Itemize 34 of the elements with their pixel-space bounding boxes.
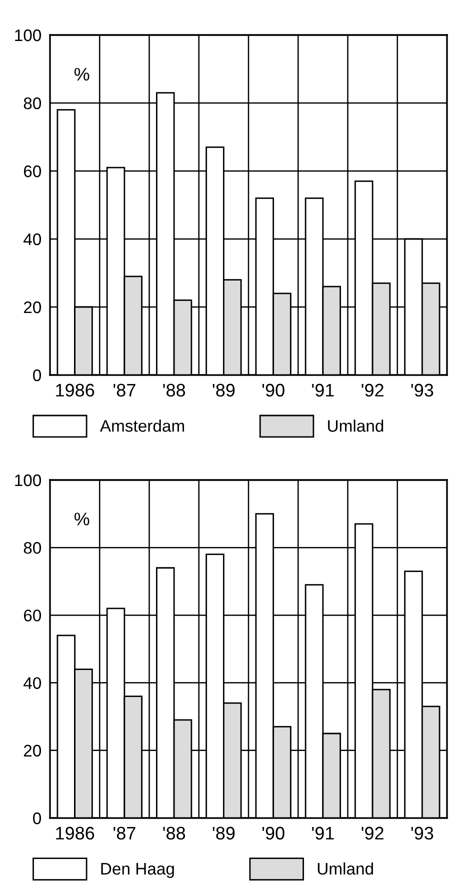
- y-tick-label: 0: [33, 369, 42, 382]
- y-tick-label: 60: [24, 610, 42, 622]
- y-tick-label: 100: [15, 474, 42, 486]
- y-tick-label: 60: [24, 165, 42, 178]
- y-tick-label: 0: [33, 812, 42, 824]
- x-tick-label: '93: [411, 826, 434, 840]
- legend-label: Den Haag: [101, 863, 174, 878]
- y-axis-title: %: [74, 68, 90, 81]
- x-tick-label: '87: [114, 826, 136, 840]
- legend-label: Amsterdam: [100, 420, 184, 432]
- x-tick-label: '90: [262, 384, 284, 397]
- x-tick-label: '87: [114, 384, 136, 397]
- y-tick-label: 80: [24, 542, 42, 554]
- x-tick-label: '89: [212, 384, 235, 397]
- x-tick-label: 1986: [56, 384, 94, 397]
- y-tick-label: 20: [24, 744, 42, 757]
- x-tick-label: '92: [362, 826, 384, 840]
- x-tick-label: '90: [262, 826, 284, 840]
- y-tick-label: 40: [24, 233, 42, 246]
- y-tick-label: 40: [24, 677, 42, 690]
- legend-label: Umland: [318, 862, 373, 875]
- x-tick-label: '93: [411, 384, 434, 397]
- x-tick-label: '92: [362, 384, 384, 397]
- y-tick-label: 80: [24, 97, 42, 110]
- y-axis-title: %: [74, 512, 90, 526]
- x-tick-label: '91: [312, 826, 334, 840]
- x-tick-label: 1986: [56, 826, 94, 840]
- x-tick-label: '88: [163, 384, 186, 397]
- y-tick-label: 20: [24, 301, 42, 314]
- x-tick-label: '91: [312, 384, 334, 397]
- y-tick-label: 100: [15, 29, 42, 42]
- x-tick-label: '89: [212, 826, 235, 840]
- x-tick-label: '88: [163, 826, 186, 840]
- legend-label: Umland: [328, 420, 384, 432]
